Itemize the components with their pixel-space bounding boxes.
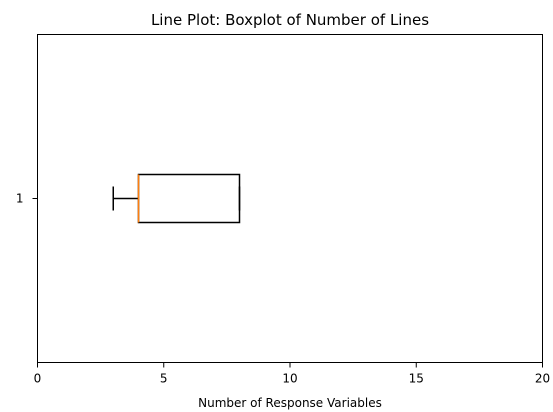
box-group [112, 173, 241, 224]
x-tick-label: 5 [160, 372, 168, 386]
x-axis-label: Number of Response Variables [198, 396, 382, 410]
x-axis-ticks: 0 5 10 15 20 [34, 362, 550, 386]
box-iqr [137, 173, 241, 224]
y-tick-label: 1 [16, 192, 24, 206]
y-axis-ticks: 1 [16, 192, 38, 206]
x-tick-label: 10 [282, 372, 297, 386]
x-tick-label: 20 [535, 372, 550, 386]
chart-title: Line Plot: Boxplot of Number of Lines [151, 11, 429, 29]
x-tick-label: 0 [34, 372, 42, 386]
x-tick-label: 15 [409, 372, 424, 386]
